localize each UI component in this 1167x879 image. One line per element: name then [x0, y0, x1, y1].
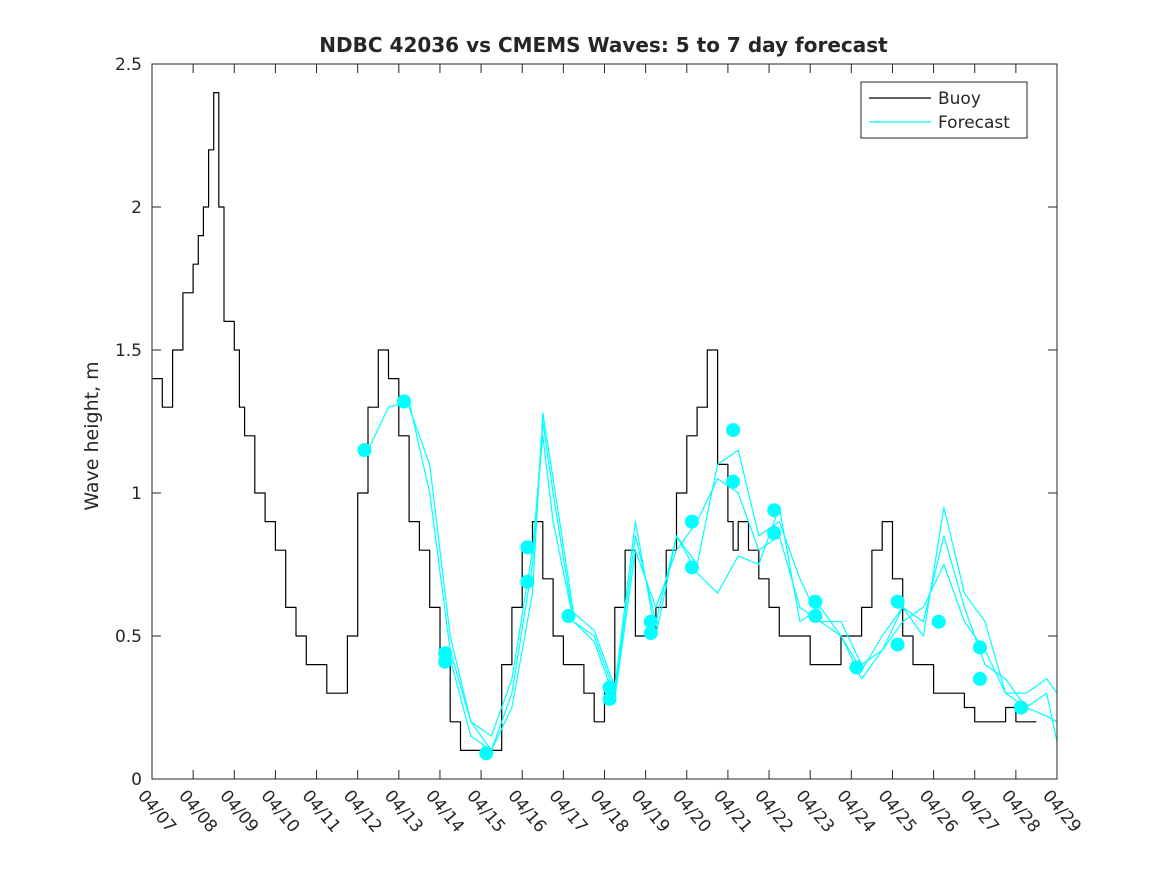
x-tick-label: 04/21: [709, 786, 756, 836]
forecast-marker: [726, 423, 741, 438]
y-tick-label: 1: [131, 484, 142, 504]
forecast-marker: [767, 526, 782, 540]
forecast-marker: [808, 609, 823, 623]
forecast-marker: [520, 574, 535, 589]
axes: 00.511.522.504/0704/0804/0904/1004/1104/…: [115, 55, 1085, 837]
legend: Buoy Forecast: [860, 81, 1028, 139]
x-tick-label: 04/29: [1038, 786, 1085, 836]
forecast-marker: [808, 594, 823, 609]
forecast-marker: [643, 626, 658, 641]
forecast-marker: [357, 443, 372, 458]
legend-forecast-label: Forecast: [938, 113, 1010, 133]
y-axis-label: Wave height, m: [81, 361, 103, 510]
forecast-marker: [602, 680, 617, 695]
x-tick-label: 04/14: [421, 786, 468, 836]
x-tick-label: 04/28: [997, 786, 1044, 836]
y-tick-label: 0.5: [115, 627, 142, 647]
x-tick-label: 04/12: [339, 786, 386, 836]
x-tick-label: 04/19: [627, 786, 674, 836]
x-tick-label: 04/17: [545, 786, 592, 836]
buoy-series-line: [152, 91, 1037, 752]
legend-buoy-label: Buoy: [938, 89, 981, 109]
forecast-marker: [438, 654, 453, 669]
y-tick-label: 2.5: [115, 55, 142, 75]
forecast-marker: [972, 671, 987, 686]
x-tick-label: 04/26: [915, 786, 962, 836]
forecast-marker: [397, 394, 411, 409]
y-tick-label: 2: [131, 198, 142, 218]
forecast-series-line-1: [367, 400, 1058, 752]
forecast-marker: [602, 691, 617, 706]
forecast-marker: [849, 660, 864, 675]
forecast-marker: [479, 746, 494, 761]
forecast-series-line-3: [449, 412, 1058, 752]
legend-box: [860, 81, 1028, 139]
x-tick-label: 04/11: [298, 786, 345, 836]
x-tick-label: 04/15: [462, 786, 509, 836]
x-tick-label: 04/08: [174, 786, 221, 836]
x-tick-label: 04/27: [956, 786, 1003, 836]
y-tick-label: 0: [131, 770, 142, 790]
x-tick-label: 04/10: [257, 786, 304, 836]
forecast-marker: [890, 637, 905, 652]
x-tick-label: 04/07: [133, 786, 180, 836]
forecast-marker: [561, 609, 576, 623]
forecast-marker: [972, 640, 987, 655]
x-tick-label: 04/23: [791, 786, 838, 836]
x-tick-label: 04/13: [380, 786, 427, 836]
x-tick-label: 04/25: [874, 786, 921, 836]
forecast-marker: [684, 560, 699, 575]
y-tick-label: 1.5: [115, 341, 142, 361]
forecast-marker: [890, 594, 905, 609]
x-tick-label: 04/16: [503, 786, 550, 836]
forecast-marker: [520, 540, 535, 555]
forecast-marker: [931, 614, 946, 629]
forecast-marker: [643, 614, 658, 629]
forecast-marker: [767, 503, 782, 518]
chart-title: NDBC 42036 vs CMEMS Waves: 5 to 7 day fo…: [319, 33, 888, 57]
plot-area: [152, 91, 1058, 761]
x-tick-label: 04/18: [586, 786, 633, 836]
x-tick-label: 04/20: [668, 786, 715, 836]
forecast-marker: [684, 514, 699, 529]
x-tick-label: 04/09: [215, 786, 262, 836]
forecast-marker: [1014, 700, 1028, 715]
forecast-marker: [726, 474, 741, 489]
x-tick-label: 04/24: [832, 786, 879, 836]
x-tick-label: 04/22: [750, 786, 797, 836]
